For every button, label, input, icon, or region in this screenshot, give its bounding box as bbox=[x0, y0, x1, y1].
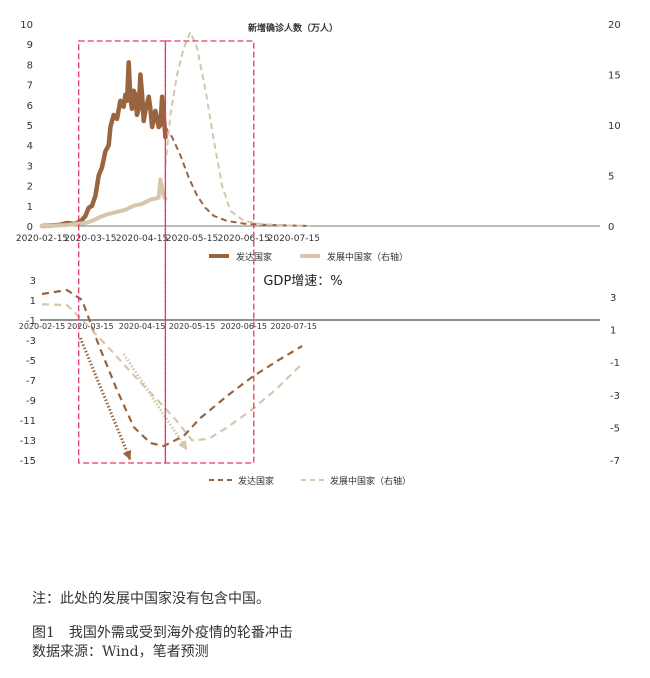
top-legend: 发达国家 发展中国家（右轴） bbox=[209, 251, 408, 263]
y-tick-label: 1 bbox=[27, 202, 33, 213]
bottom-chart-title: GDP增速：% bbox=[263, 274, 342, 289]
y-tick-label: 2 bbox=[27, 182, 33, 193]
y-tick-label: -3 bbox=[610, 391, 620, 402]
x-tick-label: 2020-06-15 bbox=[221, 322, 268, 331]
y-tick-label: 7 bbox=[27, 81, 33, 92]
x-tick-label: 2020-07-15 bbox=[268, 234, 320, 244]
y-tick-label: 6 bbox=[27, 101, 33, 112]
data-source: 数据来源：Wind，笔者预测 bbox=[32, 644, 209, 660]
highlight-box bbox=[164, 40, 255, 464]
trend-arrow-head bbox=[178, 440, 188, 450]
x-tick-label: 2020-02-15 bbox=[19, 322, 66, 331]
x-tick-label: 2020-04-15 bbox=[116, 234, 168, 244]
y-tick-label: -11 bbox=[20, 416, 36, 427]
y-tick-label: 9 bbox=[27, 40, 33, 51]
y-tick-label: 0 bbox=[608, 222, 614, 233]
x-tick-label: 2020-05-15 bbox=[166, 234, 218, 244]
y-tick-label: -5 bbox=[26, 356, 36, 367]
top-left-y-axis: 0 1 2 3 4 5 6 7 8 9 10 bbox=[20, 20, 33, 233]
y-tick-label: 3 bbox=[610, 293, 616, 304]
y-tick-label: -9 bbox=[26, 396, 36, 407]
x-tick-label: 2020-05-15 bbox=[169, 322, 216, 331]
top-series bbox=[39, 31, 311, 229]
footnote: 注：此处的发展中国家没有包含中国。 bbox=[32, 591, 270, 607]
y-tick-label: 3 bbox=[27, 161, 33, 172]
y-tick-label: 3 bbox=[30, 276, 36, 287]
series-line bbox=[40, 177, 168, 228]
y-tick-label: -7 bbox=[26, 376, 36, 387]
series-line bbox=[41, 288, 303, 448]
bottom-legend: 发达国家 发展中国家（右轴） bbox=[209, 475, 411, 487]
highlight-box bbox=[78, 40, 167, 464]
x-tick-label: 2020-02-15 bbox=[16, 234, 68, 244]
top-chart-title: 新增确诊人数（万人） bbox=[248, 22, 338, 34]
legend-swatch-developed bbox=[209, 254, 229, 258]
bottom-x-axis: 2020-02-15 2020-03-15 2020-04-15 2020-05-15… bbox=[19, 319, 600, 331]
y-tick-label: -3 bbox=[26, 336, 36, 347]
legend-label-developing-2: 发展中国家（右轴） bbox=[330, 475, 411, 487]
y-tick-label: 10 bbox=[608, 121, 621, 132]
bottom-left-y-axis: 3 1 -1 -3 -5 -7 -9 -11 -13 -15 bbox=[20, 276, 36, 467]
x-tick-label: 2020-03-15 bbox=[64, 234, 116, 244]
y-tick-label: 8 bbox=[27, 60, 33, 71]
bottom-right-y-axis: 3 1 -1 -3 -5 -7 bbox=[610, 293, 620, 467]
y-tick-label: 10 bbox=[20, 20, 33, 31]
y-tick-label: 0 bbox=[27, 222, 33, 233]
bottom-chart: GDP增速：% 3 1 -1 -3 -5 -7 -9 -11 -13 -15 3 1 -1 -3 -5 -7… bbox=[19, 274, 620, 487]
series-line bbox=[39, 60, 168, 229]
x-tick-label: 2020-07-15 bbox=[271, 322, 318, 331]
y-tick-label: 20 bbox=[608, 20, 621, 31]
y-tick-label: 5 bbox=[608, 172, 614, 183]
highlight-boxes bbox=[78, 40, 255, 464]
y-tick-label: 15 bbox=[608, 71, 621, 82]
figure-caption: 图1 我国外需或受到海外疫情的轮番冲击 bbox=[32, 625, 293, 641]
legend-label-developing: 发展中国家（右轴） bbox=[327, 251, 408, 263]
y-tick-label: -13 bbox=[20, 436, 36, 447]
legend-label-developed-2: 发达国家 bbox=[238, 475, 274, 487]
trend-arrow-head bbox=[122, 449, 132, 460]
y-tick-label: -5 bbox=[610, 423, 620, 434]
x-tick-label: 2020-06-15 bbox=[218, 234, 270, 244]
bottom-series bbox=[41, 288, 303, 461]
y-tick-label: -1 bbox=[26, 316, 36, 327]
y-tick-label: -1 bbox=[610, 358, 620, 369]
series-line bbox=[164, 31, 311, 227]
series-line bbox=[164, 126, 311, 227]
trend-arrow-line bbox=[122, 353, 189, 451]
y-tick-label: -15 bbox=[20, 456, 36, 467]
x-tick-label: 2020-04-15 bbox=[119, 322, 166, 331]
top-right-y-axis: 0 5 10 15 20 bbox=[608, 20, 621, 233]
top-chart: 新增确诊人数（万人） 0 1 2 3 4 5 6 7 8 9 10 0 5 10 15 20 2020-02… bbox=[16, 20, 621, 263]
legend-label-developed: 发达国家 bbox=[236, 251, 272, 263]
y-tick-label: 5 bbox=[27, 121, 33, 132]
legend-swatch-developing bbox=[300, 254, 320, 258]
y-tick-label: -7 bbox=[610, 456, 620, 467]
y-tick-label: 1 bbox=[30, 296, 36, 307]
y-tick-label: 4 bbox=[27, 141, 33, 152]
y-tick-label: 1 bbox=[610, 326, 616, 337]
series-line bbox=[41, 303, 303, 442]
trend-arrow-line bbox=[78, 337, 132, 461]
x-tick-label: 2020-03-15 bbox=[67, 322, 114, 331]
